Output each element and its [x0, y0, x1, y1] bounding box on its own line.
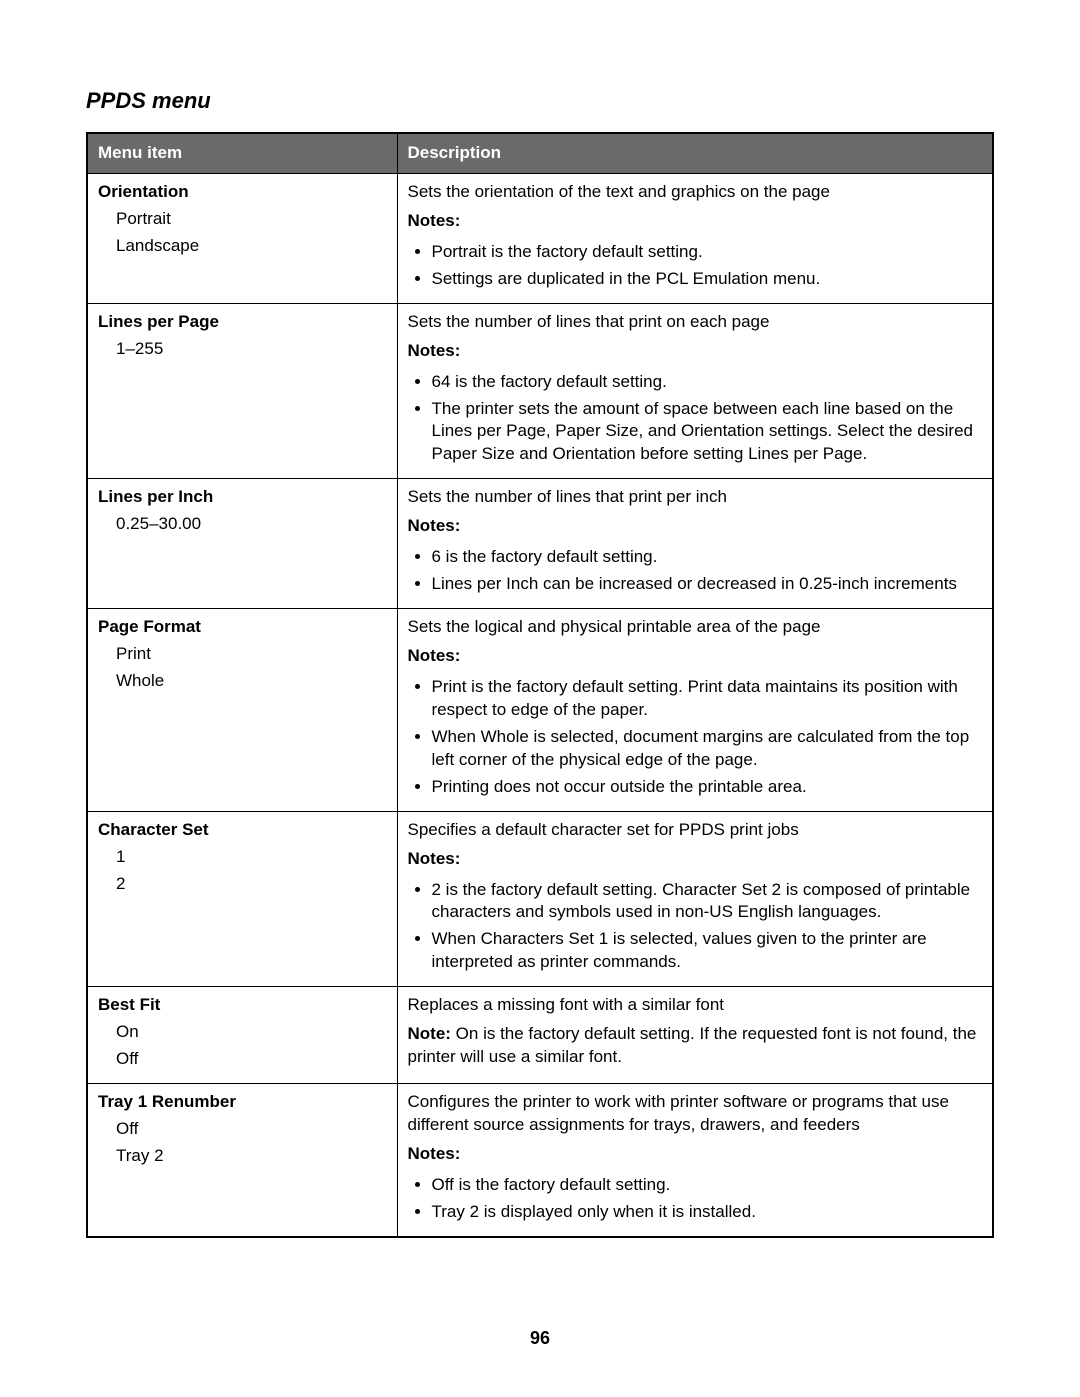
menu-item-option: Whole: [116, 668, 387, 695]
menu-item-option: Print: [116, 641, 387, 668]
table-row: Tray 1 Renumber Off Tray 2 Configures th…: [87, 1084, 993, 1237]
notes-list: Print is the factory default setting. Pr…: [408, 674, 983, 801]
table-row: Page Format Print Whole Sets the logical…: [87, 609, 993, 812]
note-text: On is the factory default setting. If th…: [408, 1024, 977, 1066]
notes-list: 6 is the factory default setting. Lines …: [408, 544, 983, 598]
note-item: Lines per Inch can be increased or decre…: [432, 571, 983, 598]
notes-list: 64 is the factory default setting. The p…: [408, 369, 983, 469]
single-note: Note: On is the factory default setting.…: [408, 1023, 983, 1069]
table-row: Lines per Inch 0.25–30.00 Sets the numbe…: [87, 479, 993, 609]
menu-item-option: On: [116, 1019, 387, 1046]
menu-item-option: 1: [116, 844, 387, 871]
note-item: 2 is the factory default setting. Charac…: [432, 877, 983, 927]
description-text: Sets the orientation of the text and gra…: [408, 181, 983, 204]
menu-item-option: Off: [116, 1116, 387, 1143]
menu-item-title: Tray 1 Renumber: [98, 1091, 387, 1114]
note-item: When Whole is selected, document margins…: [432, 724, 983, 774]
note-label: Note:: [408, 1024, 451, 1043]
notes-label: Notes:: [408, 1143, 983, 1166]
menu-item-title: Lines per Inch: [98, 486, 387, 509]
menu-item-option: Off: [116, 1046, 387, 1073]
note-item: Settings are duplicated in the PCL Emula…: [432, 266, 983, 293]
description-text: Configures the printer to work with prin…: [408, 1091, 983, 1137]
notes-label: Notes:: [408, 340, 983, 363]
note-item: Print is the factory default setting. Pr…: [432, 674, 983, 724]
description-text: Replaces a missing font with a similar f…: [408, 994, 983, 1017]
menu-item-title: Orientation: [98, 181, 387, 204]
menu-item-option: 0.25–30.00: [116, 511, 387, 538]
page-number: 96: [0, 1328, 1080, 1349]
menu-item-option: Tray 2: [116, 1143, 387, 1170]
col-header-desc: Description: [397, 133, 993, 173]
menu-item-title: Best Fit: [98, 994, 387, 1017]
menu-item-option: 2: [116, 871, 387, 898]
notes-label: Notes:: [408, 848, 983, 871]
notes-label: Notes:: [408, 210, 983, 233]
notes-label: Notes:: [408, 515, 983, 538]
table-row: Lines per Page 1–255 Sets the number of …: [87, 303, 993, 479]
col-header-menu: Menu item: [87, 133, 397, 173]
notes-list: Portrait is the factory default setting.…: [408, 239, 983, 293]
table-row: Character Set 1 2 Specifies a default ch…: [87, 811, 993, 987]
menu-item-title: Character Set: [98, 819, 387, 842]
note-item: Portrait is the factory default setting.: [432, 239, 983, 266]
menu-item-option: 1–255: [116, 336, 387, 363]
description-text: Specifies a default character set for PP…: [408, 819, 983, 842]
menu-item-title: Lines per Page: [98, 311, 387, 334]
notes-label: Notes:: [408, 645, 983, 668]
menu-item-option: Landscape: [116, 233, 387, 260]
description-text: Sets the logical and physical printable …: [408, 616, 983, 639]
note-item: When Characters Set 1 is selected, value…: [432, 926, 983, 976]
notes-list: Off is the factory default setting. Tray…: [408, 1172, 983, 1226]
notes-list: 2 is the factory default setting. Charac…: [408, 877, 983, 977]
note-item: Printing does not occur outside the prin…: [432, 774, 983, 801]
note-item: 64 is the factory default setting.: [432, 369, 983, 396]
ppds-menu-table: Menu item Description Orientation Portra…: [86, 132, 994, 1238]
menu-item-option: Portrait: [116, 206, 387, 233]
description-text: Sets the number of lines that print per …: [408, 486, 983, 509]
description-text: Sets the number of lines that print on e…: [408, 311, 983, 334]
page-title: PPDS menu: [86, 88, 994, 114]
note-item: The printer sets the amount of space bet…: [432, 396, 983, 469]
note-item: Tray 2 is displayed only when it is inst…: [432, 1199, 983, 1226]
note-item: 6 is the factory default setting.: [432, 544, 983, 571]
table-row: Orientation Portrait Landscape Sets the …: [87, 173, 993, 303]
menu-item-title: Page Format: [98, 616, 387, 639]
table-row: Best Fit On Off Replaces a missing font …: [87, 987, 993, 1084]
note-item: Off is the factory default setting.: [432, 1172, 983, 1199]
